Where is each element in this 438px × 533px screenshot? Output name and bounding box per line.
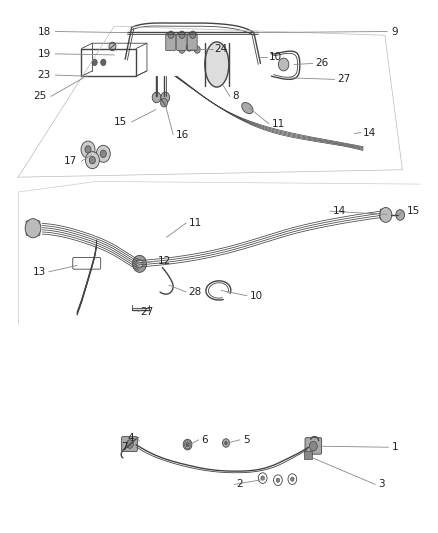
Circle shape [186, 442, 189, 447]
Text: 11: 11 [188, 218, 201, 228]
Text: 18: 18 [38, 27, 51, 37]
Text: 13: 13 [33, 267, 46, 277]
Text: 15: 15 [407, 206, 420, 216]
FancyBboxPatch shape [26, 221, 40, 227]
Text: 19: 19 [38, 49, 51, 59]
Text: 16: 16 [175, 130, 189, 140]
Text: 10: 10 [269, 52, 283, 61]
Text: 15: 15 [114, 117, 127, 127]
Circle shape [179, 31, 185, 38]
Text: 5: 5 [243, 435, 250, 445]
FancyBboxPatch shape [166, 34, 175, 51]
FancyBboxPatch shape [380, 212, 386, 217]
Circle shape [85, 146, 91, 154]
Circle shape [223, 439, 230, 447]
Text: 14: 14 [363, 127, 376, 138]
Text: 25: 25 [33, 91, 46, 101]
Circle shape [186, 44, 192, 51]
Circle shape [89, 157, 95, 164]
Circle shape [133, 255, 147, 272]
Text: 2: 2 [237, 480, 243, 489]
Circle shape [168, 31, 174, 38]
Circle shape [100, 150, 106, 158]
Text: 24: 24 [215, 44, 228, 53]
Ellipse shape [242, 102, 253, 114]
Circle shape [309, 441, 317, 451]
Text: 28: 28 [188, 287, 201, 297]
Text: 11: 11 [272, 119, 285, 129]
Text: 26: 26 [315, 59, 328, 68]
Circle shape [396, 209, 405, 220]
FancyBboxPatch shape [26, 229, 40, 236]
Circle shape [183, 439, 192, 450]
Text: 14: 14 [332, 206, 346, 216]
Text: 12: 12 [158, 256, 171, 266]
FancyBboxPatch shape [304, 451, 311, 459]
Text: 17: 17 [64, 156, 77, 166]
Text: 7: 7 [121, 442, 127, 452]
Circle shape [81, 141, 95, 158]
Text: 9: 9 [392, 27, 398, 37]
Text: 23: 23 [38, 70, 51, 80]
Circle shape [96, 146, 110, 163]
Circle shape [190, 31, 196, 38]
Text: 4: 4 [127, 433, 134, 443]
Circle shape [161, 92, 170, 103]
Text: 10: 10 [250, 290, 263, 301]
Circle shape [208, 54, 226, 75]
Circle shape [179, 46, 185, 53]
Circle shape [194, 46, 200, 53]
Circle shape [109, 42, 116, 51]
Text: 27: 27 [141, 306, 154, 317]
FancyBboxPatch shape [305, 438, 321, 454]
Text: 8: 8 [232, 91, 239, 101]
Circle shape [25, 219, 41, 238]
FancyBboxPatch shape [380, 214, 386, 220]
Circle shape [276, 478, 280, 482]
Circle shape [85, 152, 99, 168]
Circle shape [160, 99, 167, 107]
FancyBboxPatch shape [177, 34, 186, 51]
Text: 6: 6 [201, 435, 208, 445]
Ellipse shape [205, 42, 229, 87]
Circle shape [136, 260, 143, 268]
FancyBboxPatch shape [122, 437, 138, 451]
Circle shape [261, 476, 265, 480]
Text: 3: 3 [378, 480, 385, 489]
FancyBboxPatch shape [187, 34, 197, 51]
Circle shape [127, 440, 134, 448]
Circle shape [279, 58, 289, 71]
FancyBboxPatch shape [26, 225, 40, 231]
Text: 1: 1 [392, 442, 398, 452]
Circle shape [225, 441, 227, 445]
Circle shape [380, 207, 392, 222]
Circle shape [152, 92, 161, 103]
Text: 27: 27 [337, 75, 350, 84]
Circle shape [101, 59, 106, 66]
FancyBboxPatch shape [380, 209, 386, 214]
Circle shape [92, 59, 97, 66]
Circle shape [290, 477, 294, 481]
